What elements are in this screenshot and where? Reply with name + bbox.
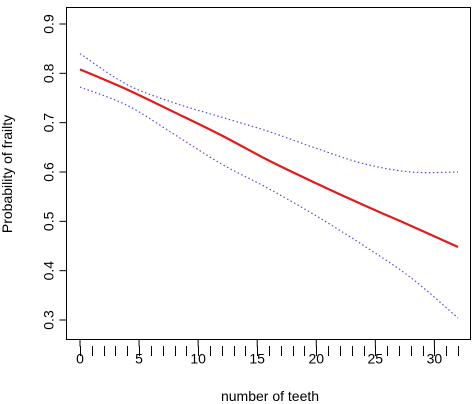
- series-line-upper-ci: [79, 53, 459, 174]
- y-tick-label: 0.3: [41, 310, 57, 330]
- x-tick-label: 30: [427, 351, 443, 367]
- x-axis: 0 5 10 15 20 25 30: [76, 339, 443, 367]
- y-tick-label: 0.7: [41, 113, 57, 133]
- x-tick-label: 25: [368, 351, 384, 367]
- x-tick-label: 5: [135, 351, 143, 367]
- x-tick-label: 15: [249, 351, 265, 367]
- y-axis: 0.3 0.4 0.5 0.6 0.7 0.8 0.9: [41, 14, 67, 330]
- x-tick-label: 0: [76, 351, 84, 367]
- x-axis-label: number of teeth: [221, 388, 319, 404]
- y-tick-label: 0.9: [41, 14, 57, 34]
- rug: [80, 346, 459, 356]
- y-tick-label: 0.4: [41, 261, 57, 281]
- series-layer: [79, 53, 459, 319]
- series-line-lower-ci: [79, 86, 459, 319]
- y-tick-label: 0.5: [41, 211, 57, 231]
- y-axis-label: Probability of frailty: [0, 115, 15, 233]
- series-line-estimate: [79, 68, 459, 248]
- plot-frame: [66, 7, 471, 340]
- x-tick-label: 20: [308, 351, 324, 367]
- y-tick-label: 0.6: [41, 162, 57, 182]
- x-tick-label: 10: [190, 351, 206, 367]
- y-tick-label: 0.8: [41, 63, 57, 83]
